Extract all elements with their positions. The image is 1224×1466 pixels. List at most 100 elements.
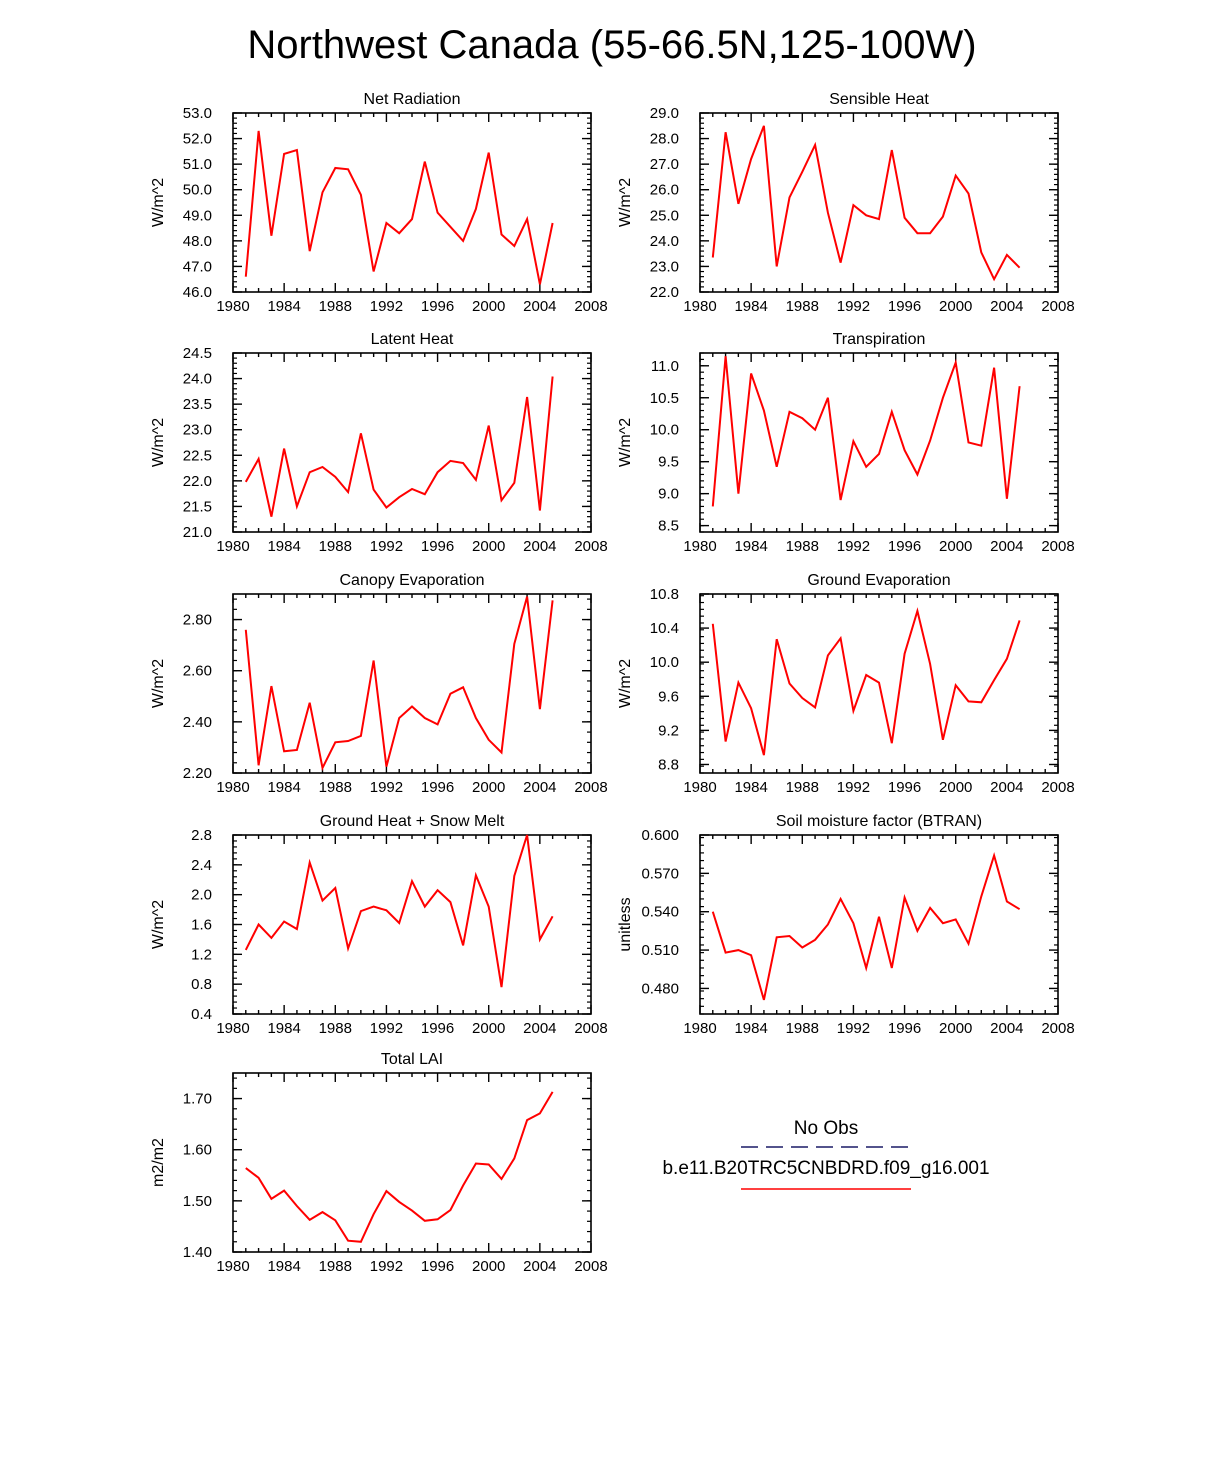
sensible-heat-ytick-label: 24.0	[650, 233, 679, 250]
transpiration-series-line	[711, 356, 1021, 507]
soil-moisture-factor-btran-ytick-label: 0.600	[641, 827, 679, 844]
total-lai-xtick-label: 1988	[319, 1258, 352, 1275]
ground-heat-snow-melt-xtick-label: 2004	[523, 1020, 556, 1037]
chart-sensible-heat: Sensible Heat W/m^2 1980 1984 1988 1992 1996 20…	[617, 91, 1075, 315]
soil-moisture-factor-btran-ytick-label: 0.480	[641, 980, 679, 997]
soil-moisture-factor-btran-xtick-label: 2000	[939, 1020, 972, 1037]
legend-label-no-obs: No Obs	[794, 1118, 858, 1139]
ground-evaporation-ytick-label: 10.4	[650, 620, 679, 637]
latent-heat-ytick-label: 23.0	[183, 422, 212, 439]
canopy-evaporation-ytick-label: 2.20	[183, 765, 212, 782]
net-radiation-xtick-label: 1980	[216, 298, 249, 315]
sensible-heat-xtick-label: 2008	[1041, 298, 1074, 315]
ground-evaporation-xtick-label: 1996	[888, 779, 921, 796]
total-lai-xtick-label: 2004	[523, 1258, 556, 1275]
net-radiation-ytick-label: 53.0	[183, 105, 212, 122]
net-radiation-ytick-label: 52.0	[183, 131, 212, 148]
net-radiation-xtick-label: 1988	[319, 298, 352, 315]
net-radiation-xtick-label: 1996	[421, 298, 454, 315]
chart-transpiration: Transpiration W/m^2 1980 1984 1988 1992 1996 20…	[617, 331, 1075, 555]
sensible-heat-ylabel: W/m^2	[617, 178, 634, 227]
net-radiation-xtick-label: 2004	[523, 298, 556, 315]
soil-moisture-factor-btran-xtick-label: 1992	[837, 1020, 870, 1037]
net-radiation-ytick-label: 48.0	[183, 233, 212, 250]
total-lai-xtick-label: 1980	[216, 1258, 249, 1275]
sensible-heat-ytick-label: 22.0	[650, 284, 679, 301]
latent-heat-ytick-label: 24.0	[183, 371, 212, 388]
canopy-evaporation-ytick-label: 2.40	[183, 714, 212, 731]
chart-ground-evaporation: Ground Evaporation W/m^2 1980 1984 1988 1992 1…	[617, 572, 1075, 796]
transpiration-xtick-label: 1980	[683, 538, 716, 555]
ground-evaporation-ytick-label: 8.8	[658, 756, 679, 773]
chart-latent-heat: Latent Heat W/m^2 1980 1984 1988 1992 1996 2000…	[150, 331, 608, 555]
latent-heat-xtick-label: 2000	[472, 538, 505, 555]
ground-heat-snow-melt-ytick-label: 0.8	[191, 976, 212, 993]
transpiration-ytick-label: 10.5	[650, 390, 679, 407]
total-lai-xtick-label: 1984	[267, 1258, 300, 1275]
sensible-heat-ytick-label: 29.0	[650, 105, 679, 122]
soil-moisture-factor-btran-xtick-label: 2004	[990, 1020, 1023, 1037]
ground-heat-snow-melt-title: Ground Heat + Snow Melt	[320, 813, 505, 830]
soil-moisture-factor-btran-xtick-label: 1996	[888, 1020, 921, 1037]
panel-grid: Net Radiation W/m^2 1980 1984 1988 1992 1996 20…	[150, 91, 1075, 1275]
ground-evaporation-series-line	[711, 607, 1021, 756]
transpiration-xtick-label: 1992	[837, 538, 870, 555]
soil-moisture-factor-btran-xtick-label: 1980	[683, 1020, 716, 1037]
soil-moisture-factor-btran-ytick-label: 0.570	[641, 865, 679, 882]
ground-evaporation-ylabel: W/m^2	[617, 659, 634, 708]
ground-heat-snow-melt-ytick-label: 1.6	[191, 917, 212, 934]
canopy-evaporation-ytick-label: 2.80	[183, 612, 212, 629]
canopy-evaporation-xtick-label: 1988	[319, 779, 352, 796]
net-radiation-ylabel: W/m^2	[150, 178, 167, 227]
sensible-heat-ytick-label: 27.0	[650, 156, 679, 173]
net-radiation-series-line	[244, 130, 554, 285]
sensible-heat-ytick-label: 23.0	[650, 258, 679, 275]
latent-heat-ytick-label: 21.5	[183, 498, 212, 515]
ground-heat-snow-melt-series-line	[244, 834, 554, 988]
ground-evaporation-title: Ground Evaporation	[807, 572, 950, 589]
ground-evaporation-xtick-label: 2008	[1041, 779, 1074, 796]
chart-total-lai: Total LAI m2/m2 1980 1984 1988 1992 1996 2000 20…	[150, 1051, 608, 1275]
soil-moisture-factor-btran-ylabel: unitless	[617, 897, 634, 951]
ground-evaporation-ytick-label: 9.6	[658, 688, 679, 705]
ground-evaporation-xtick-label: 1992	[837, 779, 870, 796]
ground-evaporation-xtick-label: 2004	[990, 779, 1023, 796]
latent-heat-frame	[232, 352, 592, 533]
ground-heat-snow-melt-ytick-label: 1.2	[191, 946, 212, 963]
ground-heat-snow-melt-xtick-label: 1984	[267, 1020, 300, 1037]
ground-heat-snow-melt-xtick-label: 1992	[370, 1020, 403, 1037]
canopy-evaporation-ytick-label: 2.60	[183, 663, 212, 680]
total-lai-title: Total LAI	[381, 1051, 443, 1068]
soil-moisture-factor-btran-xtick-label: 1988	[786, 1020, 819, 1037]
latent-heat-xtick-label: 1988	[319, 538, 352, 555]
latent-heat-ytick-label: 24.5	[183, 345, 212, 362]
legend: No Obs b.e11.B20TRC5CNBDRD.f09_g16.001	[662, 1118, 990, 1190]
ground-heat-snow-melt-xtick-label: 1996	[421, 1020, 454, 1037]
total-lai-xtick-label: 1992	[370, 1258, 403, 1275]
ground-heat-snow-melt-ytick-label: 2.8	[191, 827, 212, 844]
sensible-heat-ytick-label: 26.0	[650, 182, 679, 199]
sensible-heat-xtick-label: 1980	[683, 298, 716, 315]
sensible-heat-xtick-label: 1996	[888, 298, 921, 315]
total-lai-ytick-label: 1.40	[183, 1244, 212, 1261]
ground-heat-snow-melt-ytick-label: 2.4	[191, 857, 212, 874]
sensible-heat-ytick-label: 28.0	[650, 131, 679, 148]
latent-heat-ytick-label: 21.0	[183, 524, 212, 541]
ground-evaporation-xtick-label: 1980	[683, 779, 716, 796]
total-lai-xtick-label: 2008	[574, 1258, 607, 1275]
net-radiation-ytick-label: 46.0	[183, 284, 212, 301]
transpiration-ytick-label: 8.5	[658, 518, 679, 535]
transpiration-xtick-label: 1984	[734, 538, 767, 555]
ground-heat-snow-melt-xtick-label: 2008	[574, 1020, 607, 1037]
chart-soil-moisture-factor-btran: Soil moisture factor (BTRAN) unitless 1980…	[617, 813, 1075, 1037]
sensible-heat-xtick-label: 2004	[990, 298, 1023, 315]
ground-evaporation-xtick-label: 2000	[939, 779, 972, 796]
transpiration-ytick-label: 11.0	[651, 358, 679, 375]
soil-moisture-factor-btran-ytick-label: 0.540	[641, 904, 679, 921]
total-lai-ylabel: m2/m2	[150, 1138, 167, 1187]
net-radiation-xtick-label: 1992	[370, 298, 403, 315]
ground-heat-snow-melt-ytick-label: 0.4	[191, 1006, 212, 1023]
sensible-heat-xtick-label: 1984	[734, 298, 767, 315]
total-lai-xtick-label: 2000	[472, 1258, 505, 1275]
ground-heat-snow-melt-xtick-label: 1980	[216, 1020, 249, 1037]
